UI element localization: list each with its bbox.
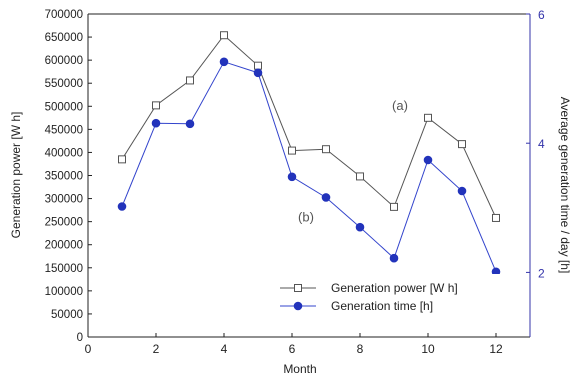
y-left-tick-label: 0: [77, 332, 83, 344]
data-point-power: [492, 213, 500, 222]
series-line-0: [121, 34, 497, 219]
data-point-power: [118, 155, 126, 164]
axes-layer: 0 50000 100000 150000 200000 250000 300000 3500…: [45, 8, 545, 356]
y-left-tick-label: 450000: [45, 124, 83, 136]
data-point-power: [424, 113, 432, 122]
data-point-time: [321, 193, 331, 202]
x-tick-label: 10: [421, 342, 435, 356]
legend: Generation power [W h] Generation time […: [268, 274, 511, 318]
data-point-power: [288, 146, 296, 155]
data-point-time: [185, 119, 195, 129]
y-left-tick-label: 400000: [45, 147, 83, 159]
legend-box: [268, 274, 511, 318]
data-point-time: [253, 68, 263, 78]
data-point-power: [152, 101, 160, 110]
y-right-tick-label: 4: [538, 137, 545, 151]
data-point-time: [389, 253, 399, 263]
x-tick-label: 8: [357, 342, 364, 356]
x-tick-label: 0: [85, 342, 92, 356]
legend-marker-power: [294, 284, 302, 292]
data-point-time: [355, 222, 365, 232]
legend-label-power: Generation power [W h]: [331, 281, 458, 295]
data-point-power: [254, 61, 262, 70]
y-right-tick-label: 2: [538, 266, 545, 280]
annotation-label: (b): [298, 209, 314, 224]
y-left-tick-label: 350000: [45, 171, 83, 183]
y-axis-right-label: Average generation time / day [h]: [558, 97, 572, 274]
y-left-tick-label: 250000: [45, 217, 83, 229]
x-axis-label: Month: [283, 362, 316, 376]
x-tick-label: 12: [489, 342, 503, 356]
y-left-tick-label: 100000: [45, 286, 83, 298]
y-left-tick-label: 600000: [45, 55, 83, 67]
y-left-tick-label: 50000: [51, 309, 83, 321]
data-point-time: [151, 118, 161, 128]
data-point-time: [117, 202, 127, 211]
data-point-power: [220, 31, 228, 40]
legend-label-time: Generation time [h]: [331, 299, 433, 313]
y-left-tick-label: 300000: [45, 194, 83, 206]
y-left-tick-label: 200000: [45, 240, 83, 252]
y-axis-left-label: Generation power [W h]: [9, 112, 23, 239]
series-line-1: [121, 61, 497, 272]
data-point-time: [219, 57, 229, 67]
data-point-power: [322, 145, 330, 154]
series-layer: (a) (b): [117, 31, 501, 277]
x-tick-label: 4: [221, 342, 228, 356]
y-left-tick-label: 150000: [45, 263, 83, 275]
y-left-tick-label: 550000: [45, 78, 83, 90]
y-left-tick-label: 700000: [45, 9, 83, 21]
y-left-tick-label: 650000: [45, 32, 83, 44]
y-left-tick-label: 500000: [45, 101, 83, 113]
data-point-time: [423, 155, 433, 165]
x-tick-label: 2: [153, 342, 160, 356]
data-point-power: [458, 140, 466, 149]
annotation-label: (a): [392, 98, 408, 113]
data-point-time: [457, 186, 467, 196]
data-point-power: [390, 202, 398, 211]
x-tick-label: 6: [289, 342, 296, 356]
y-right-tick-label: 6: [538, 8, 545, 22]
data-point-power: [186, 76, 194, 85]
data-point-power: [356, 172, 364, 181]
legend-marker-time: [293, 301, 303, 311]
data-point-time: [287, 172, 297, 182]
